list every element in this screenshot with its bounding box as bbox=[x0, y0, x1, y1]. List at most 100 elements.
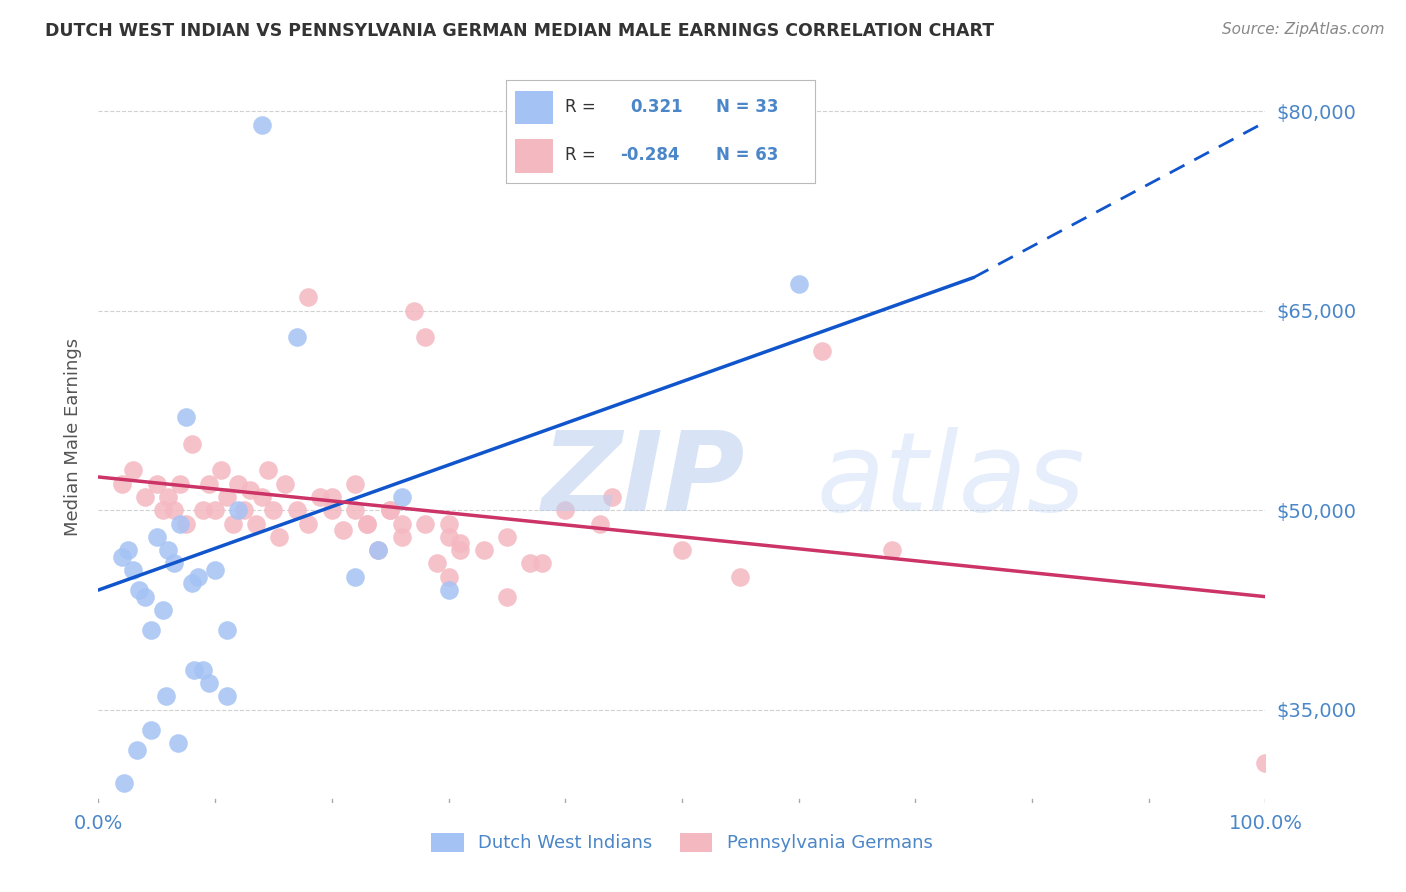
Point bbox=[297, 290, 319, 304]
Point bbox=[183, 663, 205, 677]
Text: N = 63: N = 63 bbox=[717, 146, 779, 164]
Point bbox=[163, 557, 186, 571]
Point bbox=[174, 410, 197, 425]
FancyBboxPatch shape bbox=[516, 91, 553, 124]
Point bbox=[122, 563, 145, 577]
Text: N = 33: N = 33 bbox=[717, 98, 779, 116]
Text: ZIP: ZIP bbox=[541, 427, 745, 534]
Point bbox=[221, 516, 243, 531]
Point bbox=[228, 476, 250, 491]
Point bbox=[391, 490, 413, 504]
Point bbox=[787, 277, 810, 292]
Point bbox=[125, 742, 148, 756]
Point bbox=[245, 516, 267, 531]
Point bbox=[198, 676, 221, 690]
Text: DUTCH WEST INDIAN VS PENNSYLVANIA GERMAN MEDIAN MALE EARNINGS CORRELATION CHART: DUTCH WEST INDIAN VS PENNSYLVANIA GERMAN… bbox=[45, 22, 994, 40]
Point bbox=[380, 503, 402, 517]
Point bbox=[367, 543, 389, 558]
Point bbox=[285, 330, 308, 344]
Point bbox=[111, 476, 134, 491]
Text: 0.321: 0.321 bbox=[630, 98, 682, 116]
Point bbox=[139, 723, 162, 737]
Point bbox=[589, 516, 612, 531]
Point bbox=[155, 690, 177, 704]
Point bbox=[437, 582, 460, 597]
Point bbox=[437, 570, 460, 584]
Point bbox=[380, 503, 402, 517]
Point bbox=[730, 570, 752, 584]
Point bbox=[554, 503, 576, 517]
Point bbox=[111, 549, 134, 564]
Text: R =: R = bbox=[565, 98, 596, 116]
Point bbox=[367, 543, 389, 558]
Point bbox=[472, 543, 495, 558]
Point bbox=[449, 543, 471, 558]
Point bbox=[449, 536, 471, 550]
Text: atlas: atlas bbox=[815, 427, 1085, 534]
Point bbox=[262, 503, 284, 517]
Point bbox=[413, 330, 436, 344]
Point bbox=[285, 503, 308, 517]
Point bbox=[250, 490, 273, 504]
Point bbox=[152, 603, 174, 617]
Point bbox=[169, 476, 191, 491]
Point bbox=[344, 476, 367, 491]
Point bbox=[198, 476, 221, 491]
Point bbox=[117, 543, 139, 558]
Point bbox=[233, 503, 256, 517]
Point bbox=[215, 490, 238, 504]
Point bbox=[880, 543, 903, 558]
Point bbox=[193, 503, 215, 517]
Point bbox=[391, 516, 413, 531]
Point bbox=[1254, 756, 1277, 770]
Point bbox=[239, 483, 262, 498]
Text: R =: R = bbox=[565, 146, 596, 164]
Point bbox=[209, 463, 232, 477]
Point bbox=[519, 557, 541, 571]
Point bbox=[157, 490, 180, 504]
Point bbox=[356, 516, 378, 531]
Point bbox=[344, 570, 367, 584]
Point bbox=[344, 503, 367, 517]
Point bbox=[297, 516, 319, 531]
Point bbox=[122, 463, 145, 477]
Point bbox=[128, 582, 150, 597]
FancyBboxPatch shape bbox=[516, 139, 553, 173]
Point bbox=[356, 516, 378, 531]
Point bbox=[274, 476, 297, 491]
Point bbox=[134, 490, 156, 504]
Text: -0.284: -0.284 bbox=[620, 146, 681, 164]
Point bbox=[169, 516, 191, 531]
Point bbox=[134, 590, 156, 604]
Point bbox=[146, 476, 169, 491]
Point bbox=[204, 503, 226, 517]
Point bbox=[204, 563, 226, 577]
Point bbox=[139, 623, 162, 637]
Point bbox=[321, 503, 343, 517]
Point bbox=[426, 557, 449, 571]
Point bbox=[309, 490, 332, 504]
Point bbox=[496, 590, 519, 604]
Point bbox=[166, 736, 188, 750]
Point bbox=[163, 503, 186, 517]
Point bbox=[146, 530, 169, 544]
Point bbox=[321, 490, 343, 504]
Point bbox=[496, 530, 519, 544]
Point bbox=[180, 576, 202, 591]
Point bbox=[332, 523, 354, 537]
Point bbox=[180, 436, 202, 450]
Point bbox=[228, 503, 250, 517]
Point bbox=[174, 516, 197, 531]
Point bbox=[391, 530, 413, 544]
Point bbox=[671, 543, 693, 558]
Point bbox=[215, 623, 238, 637]
Point bbox=[530, 557, 553, 571]
Legend: Dutch West Indians, Pennsylvania Germans: Dutch West Indians, Pennsylvania Germans bbox=[425, 826, 939, 860]
Point bbox=[256, 463, 278, 477]
Point bbox=[600, 490, 623, 504]
Point bbox=[152, 503, 174, 517]
Point bbox=[112, 776, 135, 790]
Text: Source: ZipAtlas.com: Source: ZipAtlas.com bbox=[1222, 22, 1385, 37]
Point bbox=[215, 690, 238, 704]
Point bbox=[402, 303, 425, 318]
